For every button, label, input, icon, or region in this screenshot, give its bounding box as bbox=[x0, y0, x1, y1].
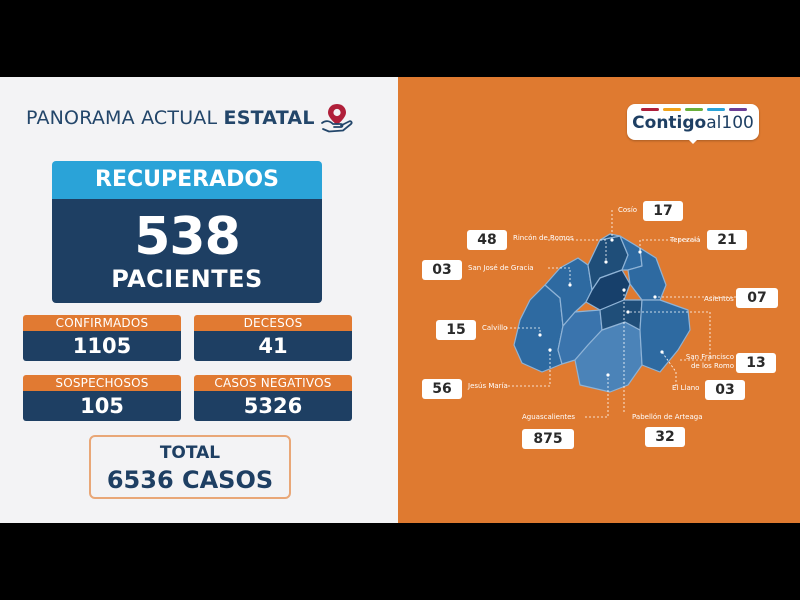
recovered-value: 538 bbox=[134, 207, 241, 267]
stat-label: SOSPECHOSOS bbox=[23, 375, 181, 391]
label-pabellon-de-arteaga: Pabellón de Arteaga bbox=[632, 413, 703, 421]
value-calvillo: 15 bbox=[436, 320, 476, 340]
value-jesus-maria: 56 bbox=[422, 379, 462, 399]
stat-decesos: DECESOS 41 bbox=[194, 315, 352, 361]
label-tepezala: Tepezalá bbox=[670, 236, 701, 244]
total-value: 6536 CASOS bbox=[106, 466, 274, 494]
map-pin-hand-icon bbox=[321, 104, 353, 133]
stat-label: CONFIRMADOS bbox=[23, 315, 181, 331]
value-cosio: 17 bbox=[643, 201, 683, 221]
stat-value: 41 bbox=[194, 331, 352, 361]
total-label: TOTAL bbox=[159, 443, 221, 463]
logo-text: Contigoal100 bbox=[627, 113, 759, 133]
label-calvillo: Calvillo bbox=[482, 324, 508, 332]
label-san-francisco-de-los-romo: San Francisco de los Romo bbox=[685, 353, 734, 370]
stat-confirmados: CONFIRMADOS 1105 bbox=[23, 315, 181, 361]
stat-value: 105 bbox=[23, 391, 181, 421]
value-aguascalientes: 875 bbox=[522, 429, 574, 449]
label-jesus-maria: Jesús María bbox=[468, 382, 508, 390]
stat-value: 1105 bbox=[23, 331, 181, 361]
stat-label: CASOS NEGATIVOS bbox=[194, 375, 352, 391]
recovered-body: 538 PACIENTES bbox=[52, 199, 322, 303]
label-san-jose-de-gracia: San José de Gracia bbox=[468, 264, 534, 272]
total-box: TOTAL 6536 CASOS bbox=[89, 435, 291, 499]
title-regular: PANORAMA ACTUAL bbox=[26, 107, 224, 129]
page-title: PANORAMA ACTUAL ESTATAL bbox=[26, 107, 315, 129]
label-asientos: Asientos bbox=[704, 295, 734, 303]
label-cosio: Cosío bbox=[618, 206, 638, 214]
value-san-francisco-de-los-romo: 13 bbox=[736, 353, 776, 373]
logo-text-regular: al100 bbox=[706, 113, 754, 133]
value-pabellon-de-arteaga: 32 bbox=[645, 427, 685, 447]
value-el-llano: 03 bbox=[705, 380, 745, 400]
stat-sospechosos: SOSPECHOSOS 105 bbox=[23, 375, 181, 421]
label-rincon-de-romos: Rincón de Romos bbox=[513, 234, 574, 242]
label-el-llano: El Llano bbox=[672, 384, 700, 392]
label-aguascalientes: Aguascalientes bbox=[522, 413, 576, 421]
value-tepezala: 21 bbox=[707, 230, 747, 250]
recovered-unit: PACIENTES bbox=[111, 265, 263, 293]
value-asientos: 07 bbox=[736, 288, 778, 308]
title-bold: ESTATAL bbox=[223, 107, 315, 129]
recovered-header: RECUPERADOS bbox=[52, 161, 322, 199]
value-san-jose-de-gracia: 03 bbox=[422, 260, 462, 280]
logo-color-bars bbox=[641, 108, 747, 111]
stat-value: 5326 bbox=[194, 391, 352, 421]
logo-speech-tail bbox=[687, 138, 699, 144]
stat-label: DECESOS bbox=[194, 315, 352, 331]
logo-text-bold: Contigo bbox=[632, 113, 707, 133]
stat-casos-negativos: CASOS NEGATIVOS 5326 bbox=[194, 375, 352, 421]
contigo-al-100-logo: Contigoal100 bbox=[627, 104, 759, 144]
value-rincon-de-romos: 48 bbox=[467, 230, 507, 250]
